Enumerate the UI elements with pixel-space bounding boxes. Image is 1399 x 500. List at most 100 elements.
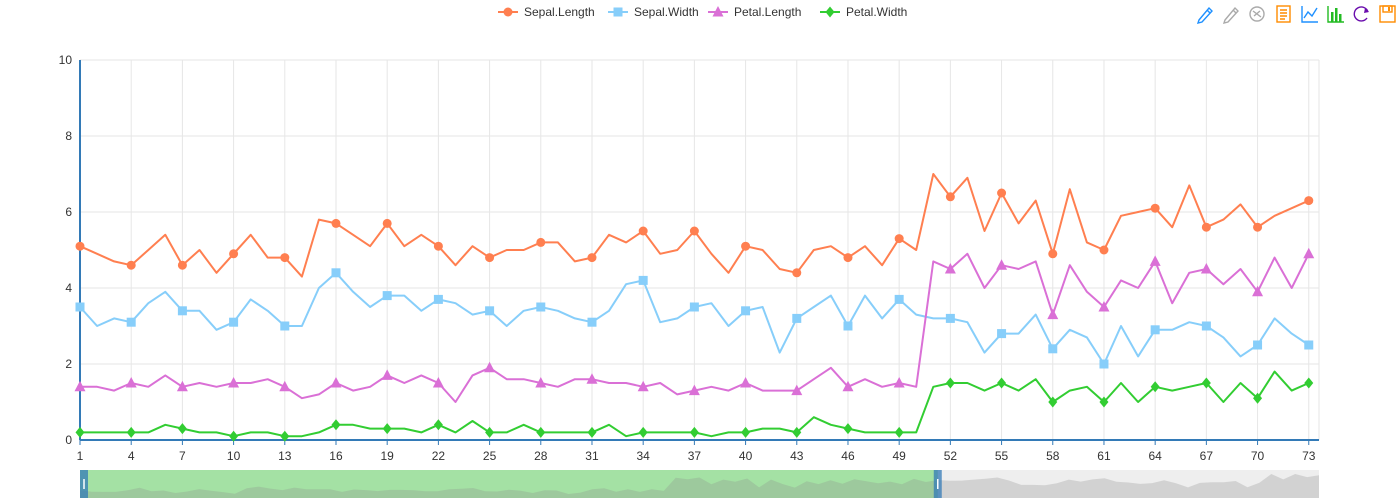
data-point[interactable] xyxy=(433,419,443,431)
mark-pen-icon[interactable] xyxy=(1196,6,1213,24)
data-point[interactable] xyxy=(1047,308,1059,320)
data-point[interactable] xyxy=(997,188,1007,198)
data-point[interactable] xyxy=(587,426,597,438)
data-point[interactable] xyxy=(126,426,136,438)
data-point[interactable] xyxy=(229,249,239,259)
line-chart-icon[interactable] xyxy=(1301,6,1318,23)
data-point[interactable] xyxy=(536,426,546,438)
data-view-icon[interactable] xyxy=(1276,5,1291,23)
data-point[interactable] xyxy=(536,237,546,247)
data-point[interactable] xyxy=(484,361,496,373)
data-point[interactable] xyxy=(638,226,648,236)
data-point[interactable] xyxy=(587,317,597,327)
data-point[interactable] xyxy=(945,313,955,323)
data-point[interactable] xyxy=(997,329,1007,339)
data-point[interactable] xyxy=(741,306,751,316)
data-point[interactable] xyxy=(536,302,546,312)
data-point[interactable] xyxy=(1048,344,1058,354)
legend[interactable]: Sepal.Length Sepal.Width Petal.Length Petal… xyxy=(498,5,907,19)
data-point[interactable] xyxy=(586,373,598,384)
legend-item-sepal-width[interactable]: Sepal.Width xyxy=(608,5,699,19)
data-point[interactable] xyxy=(432,377,444,388)
data-point[interactable] xyxy=(894,234,904,244)
data-point[interactable] xyxy=(433,294,443,304)
data-point[interactable] xyxy=(74,380,86,392)
data-point[interactable] xyxy=(741,426,751,438)
data-point[interactable] xyxy=(688,384,700,396)
data-point[interactable] xyxy=(792,426,802,438)
data-point[interactable] xyxy=(330,377,342,388)
data-zoom[interactable] xyxy=(80,470,1319,498)
data-point[interactable] xyxy=(125,377,137,388)
data-point[interactable] xyxy=(485,426,495,438)
data-point[interactable] xyxy=(229,317,239,327)
data-point[interactable] xyxy=(381,369,393,380)
data-point[interactable] xyxy=(1099,245,1109,255)
data-point[interactable] xyxy=(1201,321,1211,331)
data-point[interactable] xyxy=(126,317,136,327)
data-point[interactable] xyxy=(331,419,341,431)
data-point[interactable] xyxy=(1253,392,1263,404)
data-point[interactable] xyxy=(842,380,854,392)
mark-clear-icon[interactable] xyxy=(1249,6,1265,22)
data-point[interactable] xyxy=(126,260,136,270)
data-point[interactable] xyxy=(228,377,240,388)
data-point[interactable] xyxy=(280,321,290,331)
bar-chart-icon[interactable] xyxy=(1327,6,1344,23)
data-point[interactable] xyxy=(791,384,803,396)
data-point[interactable] xyxy=(843,423,853,435)
data-point[interactable] xyxy=(945,377,955,389)
data-point[interactable] xyxy=(1304,377,1314,389)
data-point[interactable] xyxy=(689,302,699,312)
data-point[interactable] xyxy=(792,313,802,323)
data-point[interactable] xyxy=(279,380,291,392)
data-point[interactable] xyxy=(433,241,443,251)
data-point[interactable] xyxy=(1150,203,1160,213)
data-point[interactable] xyxy=(637,380,649,392)
data-point[interactable] xyxy=(1098,301,1110,312)
data-point[interactable] xyxy=(382,218,392,228)
data-point[interactable] xyxy=(638,426,648,438)
data-point[interactable] xyxy=(997,377,1007,389)
data-point[interactable] xyxy=(382,291,392,301)
data-point[interactable] xyxy=(485,253,495,263)
data-point[interactable] xyxy=(843,321,853,331)
data-point[interactable] xyxy=(382,423,392,435)
data-point[interactable] xyxy=(331,268,341,278)
data-point[interactable] xyxy=(1099,396,1109,408)
zoom-selected-range[interactable] xyxy=(80,470,938,498)
legend-item-petal-length[interactable]: Petal.Length xyxy=(708,5,801,19)
data-point[interactable] xyxy=(75,241,85,251)
data-point[interactable] xyxy=(740,377,752,388)
data-point[interactable] xyxy=(843,253,853,263)
legend-item-sepal-length[interactable]: Sepal.Length xyxy=(498,5,595,19)
data-point[interactable] xyxy=(1252,285,1264,297)
data-point[interactable] xyxy=(177,423,187,435)
data-point[interactable] xyxy=(1253,222,1263,232)
data-point[interactable] xyxy=(741,241,751,251)
data-point[interactable] xyxy=(1150,381,1160,393)
data-point[interactable] xyxy=(1200,263,1212,274)
data-point[interactable] xyxy=(229,430,239,442)
data-point[interactable] xyxy=(535,377,547,388)
data-point[interactable] xyxy=(1304,196,1314,206)
mark-undo-icon[interactable] xyxy=(1222,6,1239,24)
data-point[interactable] xyxy=(945,192,955,202)
data-point[interactable] xyxy=(689,226,699,236)
data-point[interactable] xyxy=(1099,359,1109,369)
data-point[interactable] xyxy=(177,306,187,316)
data-point[interactable] xyxy=(1048,249,1058,259)
legend-item-petal-width[interactable]: Petal.Width xyxy=(820,5,907,19)
save-image-icon[interactable] xyxy=(1379,5,1396,23)
data-point[interactable] xyxy=(1253,340,1263,350)
data-point[interactable] xyxy=(331,218,341,228)
data-point[interactable] xyxy=(485,306,495,316)
data-point[interactable] xyxy=(177,260,187,270)
data-point[interactable] xyxy=(689,426,699,438)
data-point[interactable] xyxy=(1201,377,1211,389)
data-point[interactable] xyxy=(638,275,648,285)
data-point[interactable] xyxy=(894,294,904,304)
data-point[interactable] xyxy=(1304,340,1314,350)
data-point[interactable] xyxy=(280,430,290,442)
data-point[interactable] xyxy=(1150,325,1160,335)
